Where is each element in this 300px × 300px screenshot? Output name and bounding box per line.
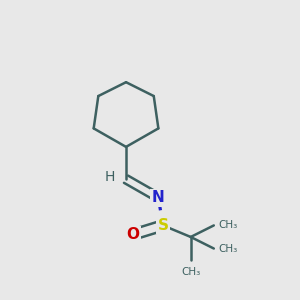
Text: S: S [158,218,169,233]
Text: O: O [127,227,140,242]
Text: H: H [105,170,115,184]
Text: CH₃: CH₃ [218,244,238,254]
Text: N: N [152,190,165,205]
Text: CH₃: CH₃ [218,220,238,230]
Text: CH₃: CH₃ [181,267,200,277]
